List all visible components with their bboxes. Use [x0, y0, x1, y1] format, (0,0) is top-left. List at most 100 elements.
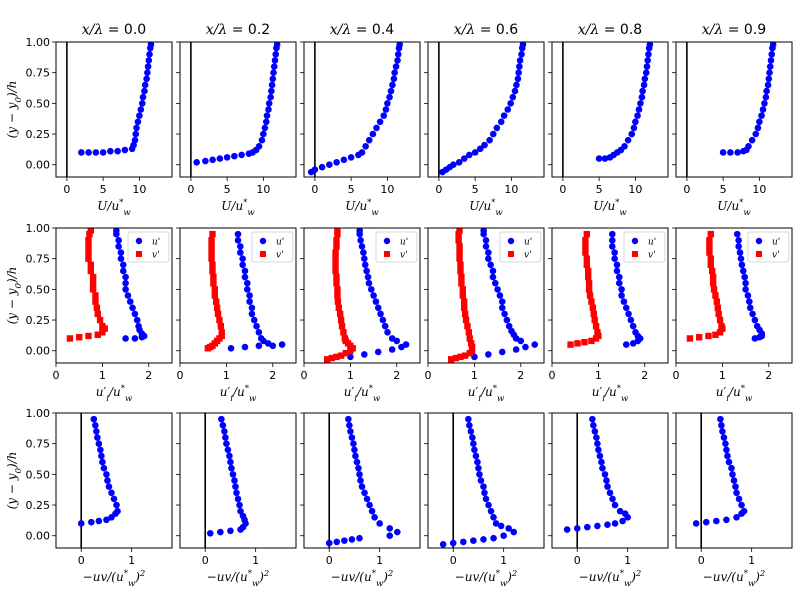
- legend-box: [127, 231, 170, 263]
- data-point: [611, 255, 618, 262]
- panel-mean-velocity-1: 0 5 10U/u*w: [176, 41, 297, 218]
- data-point: [145, 57, 153, 64]
- data-point-square: [588, 337, 595, 345]
- data-point: [368, 507, 376, 515]
- series-v-prime: [448, 228, 476, 363]
- data-point-square: [595, 332, 602, 340]
- data-point-square: [214, 310, 222, 318]
- series-v-prime: [66, 228, 108, 342]
- data-point: [482, 243, 490, 250]
- data-point: [509, 93, 517, 101]
- data-point: [391, 69, 398, 76]
- data-point: [229, 471, 237, 478]
- data-point: [367, 286, 375, 293]
- data-point: [733, 230, 741, 238]
- panel-frame: [179, 412, 297, 549]
- data-point: [364, 273, 372, 281]
- x-axis-label: U/u*w: [221, 198, 255, 218]
- x-tick-label: 0: [673, 369, 680, 382]
- data-point: [745, 143, 752, 150]
- data-point-square: [332, 249, 339, 256]
- data-point: [94, 434, 101, 441]
- data-point: [237, 243, 244, 250]
- data-point: [100, 464, 108, 472]
- data-point: [518, 50, 525, 58]
- data-point: [487, 507, 495, 515]
- data-point: [763, 87, 770, 95]
- legend: u' v': [499, 231, 542, 263]
- data-point: [376, 118, 384, 126]
- data-point: [692, 520, 700, 527]
- data-point: [505, 525, 512, 532]
- x-axis-label: −uv/(u*w)2: [331, 569, 394, 589]
- data-point: [741, 273, 748, 281]
- data-point: [361, 351, 368, 358]
- data-point: [609, 243, 616, 250]
- data-point: [733, 489, 740, 497]
- plot-area: [439, 413, 518, 548]
- data-point: [361, 489, 368, 497]
- data-point-square: [333, 280, 340, 287]
- data-point-square: [334, 298, 342, 305]
- data-point: [630, 124, 638, 132]
- data-point: [362, 143, 369, 150]
- data-point: [515, 69, 522, 76]
- x-tick-label: 5: [720, 183, 727, 196]
- data-point-square: [212, 298, 220, 305]
- series-v-prime: [324, 228, 356, 363]
- data-point: [318, 163, 326, 171]
- data-point: [97, 446, 104, 454]
- x-tick-label: 1: [99, 369, 106, 382]
- data-point-square: [461, 310, 469, 318]
- data-point-square: [592, 322, 600, 330]
- data-point: [622, 304, 630, 312]
- data-point: [137, 106, 145, 113]
- plot-area: [448, 228, 539, 363]
- x-axis-label: U/u*w: [345, 198, 379, 218]
- data-point: [353, 458, 361, 466]
- legend-label: u': [152, 238, 160, 248]
- data-point: [237, 507, 244, 515]
- data-point-square: [324, 356, 331, 363]
- data-point-square: [89, 286, 97, 293]
- data-point: [514, 75, 522, 83]
- data-point-square: [341, 335, 349, 342]
- data-point: [243, 286, 251, 293]
- data-point: [77, 520, 85, 527]
- panel-frame: [179, 227, 297, 364]
- panel-frame: [427, 227, 545, 364]
- data-point: [350, 440, 357, 447]
- data-point: [231, 152, 238, 160]
- data-point: [357, 477, 364, 484]
- x-tick-label: 0: [425, 369, 432, 382]
- series-v-prime: [204, 230, 225, 352]
- data-point: [643, 63, 651, 70]
- data-point-square: [99, 322, 106, 330]
- data-point: [563, 526, 571, 533]
- data-point-square: [85, 332, 92, 340]
- data-point: [439, 541, 447, 548]
- x-tick-label: 1: [748, 554, 755, 567]
- legend-box: [623, 231, 666, 263]
- panel-rms-fluctuations-2: 0 1 2 u′i/u*w u' v': [300, 227, 421, 404]
- x-tick-label: 2: [641, 369, 648, 382]
- legend-label: u': [772, 238, 780, 248]
- y-tick-label: 1.00: [26, 222, 51, 235]
- data-point: [482, 236, 490, 244]
- x-tick-label: 0: [202, 554, 209, 567]
- plot-area: [204, 230, 286, 352]
- series-v-prime: [686, 230, 726, 342]
- data-point: [340, 156, 348, 164]
- data-point: [236, 501, 243, 509]
- data-point: [621, 143, 628, 150]
- data-point: [490, 514, 497, 521]
- series-profile: [78, 42, 155, 156]
- data-point-square: [209, 230, 216, 238]
- series-profile: [595, 42, 654, 162]
- legend-marker: [259, 237, 267, 245]
- data-point: [268, 87, 275, 95]
- data-point: [232, 483, 239, 490]
- x-tick-label: 0: [549, 369, 556, 382]
- data-point: [736, 249, 744, 256]
- plot-area: [307, 42, 403, 177]
